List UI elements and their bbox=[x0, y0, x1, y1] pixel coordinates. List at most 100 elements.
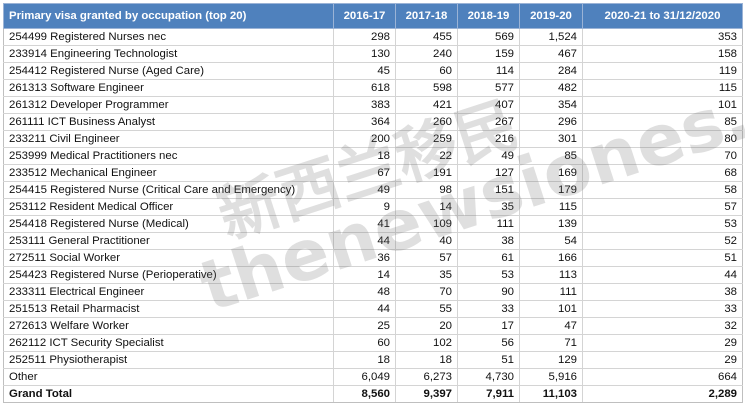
value-cell: 301 bbox=[519, 130, 583, 148]
value-cell: 35 bbox=[395, 266, 458, 284]
value-cell: 44 bbox=[333, 300, 396, 318]
value-cell: 25 bbox=[333, 317, 396, 335]
value-cell: 9 bbox=[333, 198, 396, 216]
value-cell: 67 bbox=[333, 164, 396, 182]
table-row: 253999 Medical Practitioners nec 18 22 49 85… bbox=[3, 147, 743, 165]
table-header-row: Primary visa granted by occupation (top … bbox=[3, 3, 743, 29]
value-cell: 53 bbox=[457, 266, 520, 284]
value-cell: 407 bbox=[457, 96, 520, 114]
value-cell: 109 bbox=[395, 215, 458, 233]
occupation-cell: 254412 Registered Nurse (Aged Care) bbox=[3, 62, 334, 80]
occupation-cell: 254499 Registered Nurses nec bbox=[3, 28, 334, 46]
value-cell: 455 bbox=[395, 28, 458, 46]
table-row: 252511 Physiotherapist 18 18 51 129 29 bbox=[3, 351, 743, 369]
value-cell: 40 bbox=[395, 232, 458, 250]
occupation-cell: 251513 Retail Pharmacist bbox=[3, 300, 334, 318]
value-cell: 14 bbox=[333, 266, 396, 284]
value-cell: 57 bbox=[395, 249, 458, 267]
value-cell: 51 bbox=[457, 351, 520, 369]
value-cell: 114 bbox=[457, 62, 520, 80]
value-cell: 4,730 bbox=[457, 368, 520, 386]
value-cell: 80 bbox=[582, 130, 743, 148]
value-cell: 158 bbox=[582, 45, 743, 63]
occupation-cell: 253999 Medical Practitioners nec bbox=[3, 147, 334, 165]
occupation-cell: 261111 ICT Business Analyst bbox=[3, 113, 334, 131]
value-cell: 298 bbox=[333, 28, 396, 46]
value-cell: 129 bbox=[519, 351, 583, 369]
value-cell: 111 bbox=[457, 215, 520, 233]
value-cell: 29 bbox=[582, 334, 743, 352]
table-row: 233311 Electrical Engineer 48 70 90 111 38 bbox=[3, 283, 743, 301]
value-cell: 61 bbox=[457, 249, 520, 267]
value-cell: 54 bbox=[519, 232, 583, 250]
value-cell: 119 bbox=[582, 62, 743, 80]
value-cell: 569 bbox=[457, 28, 520, 46]
occupation-cell: Other bbox=[3, 368, 334, 386]
value-cell: 5,916 bbox=[519, 368, 583, 386]
table-row: 254415 Registered Nurse (Critical Care a… bbox=[3, 181, 743, 199]
header-2020-21[interactable]: 2020-21 to 31/12/2020 bbox=[582, 3, 743, 29]
value-cell: 41 bbox=[333, 215, 396, 233]
table-row: 262112 ICT Security Specialist 60 102 56 71 2… bbox=[3, 334, 743, 352]
value-cell: 267 bbox=[457, 113, 520, 131]
value-cell: 85 bbox=[582, 113, 743, 131]
value-cell: 36 bbox=[333, 249, 396, 267]
table-row: 272613 Welfare Worker 25 20 17 47 32 bbox=[3, 317, 743, 335]
value-cell: 200 bbox=[333, 130, 396, 148]
table-row: 233211 Civil Engineer 200 259 216 301 80 bbox=[3, 130, 743, 148]
value-cell: 70 bbox=[395, 283, 458, 301]
value-cell: 482 bbox=[519, 79, 583, 97]
occupation-cell: 261313 Software Engineer bbox=[3, 79, 334, 97]
header-occupation[interactable]: Primary visa granted by occupation (top … bbox=[3, 3, 334, 29]
value-cell: 56 bbox=[457, 334, 520, 352]
value-cell: 52 bbox=[582, 232, 743, 250]
value-cell: 33 bbox=[457, 300, 520, 318]
value-cell: 44 bbox=[582, 266, 743, 284]
value-cell: 216 bbox=[457, 130, 520, 148]
value-cell: 90 bbox=[457, 283, 520, 301]
occupation-cell: 233211 Civil Engineer bbox=[3, 130, 334, 148]
value-cell: 57 bbox=[582, 198, 743, 216]
value-cell: 38 bbox=[457, 232, 520, 250]
value-cell: 259 bbox=[395, 130, 458, 148]
value-cell: 353 bbox=[582, 28, 743, 46]
value-cell: 29 bbox=[582, 351, 743, 369]
value-cell: 58 bbox=[582, 181, 743, 199]
header-2017-18[interactable]: 2017-18 bbox=[395, 3, 458, 29]
value-cell: 166 bbox=[519, 249, 583, 267]
value-cell: 22 bbox=[395, 147, 458, 165]
occupation-cell: 272511 Social Worker bbox=[3, 249, 334, 267]
table-row: Other 6,049 6,273 4,730 5,916 664 bbox=[3, 368, 743, 386]
value-cell: 98 bbox=[395, 181, 458, 199]
value-cell: 101 bbox=[519, 300, 583, 318]
value-cell: 169 bbox=[519, 164, 583, 182]
value-cell: 577 bbox=[457, 79, 520, 97]
value-cell: 354 bbox=[519, 96, 583, 114]
table-body: 254499 Registered Nurses nec 298 455 569 1,5… bbox=[3, 28, 743, 386]
visa-occupation-table: Primary visa granted by occupation (top … bbox=[3, 3, 743, 403]
value-cell: 18 bbox=[333, 147, 396, 165]
value-cell: 191 bbox=[395, 164, 458, 182]
value-cell: 383 bbox=[333, 96, 396, 114]
value-cell: 115 bbox=[519, 198, 583, 216]
value-cell: 467 bbox=[519, 45, 583, 63]
value-cell: 18 bbox=[395, 351, 458, 369]
value-cell: 101 bbox=[582, 96, 743, 114]
value-cell: 130 bbox=[333, 45, 396, 63]
header-2018-19[interactable]: 2018-19 bbox=[457, 3, 520, 29]
value-cell: 48 bbox=[333, 283, 396, 301]
value-cell: 6,049 bbox=[333, 368, 396, 386]
occupation-cell: 272613 Welfare Worker bbox=[3, 317, 334, 335]
visa-table-container: Primary visa granted by occupation (top … bbox=[3, 3, 743, 403]
value-cell: 618 bbox=[333, 79, 396, 97]
value-cell: 159 bbox=[457, 45, 520, 63]
header-2016-17[interactable]: 2016-17 bbox=[333, 3, 396, 29]
occupation-cell: 253112 Resident Medical Officer bbox=[3, 198, 334, 216]
value-cell: 33 bbox=[582, 300, 743, 318]
value-cell: 179 bbox=[519, 181, 583, 199]
occupation-cell: 262112 ICT Security Specialist bbox=[3, 334, 334, 352]
grand-total-2019-20: 11,103 bbox=[519, 385, 583, 403]
grand-total-2018-19: 7,911 bbox=[457, 385, 520, 403]
header-2019-20[interactable]: 2019-20 bbox=[519, 3, 583, 29]
value-cell: 53 bbox=[582, 215, 743, 233]
